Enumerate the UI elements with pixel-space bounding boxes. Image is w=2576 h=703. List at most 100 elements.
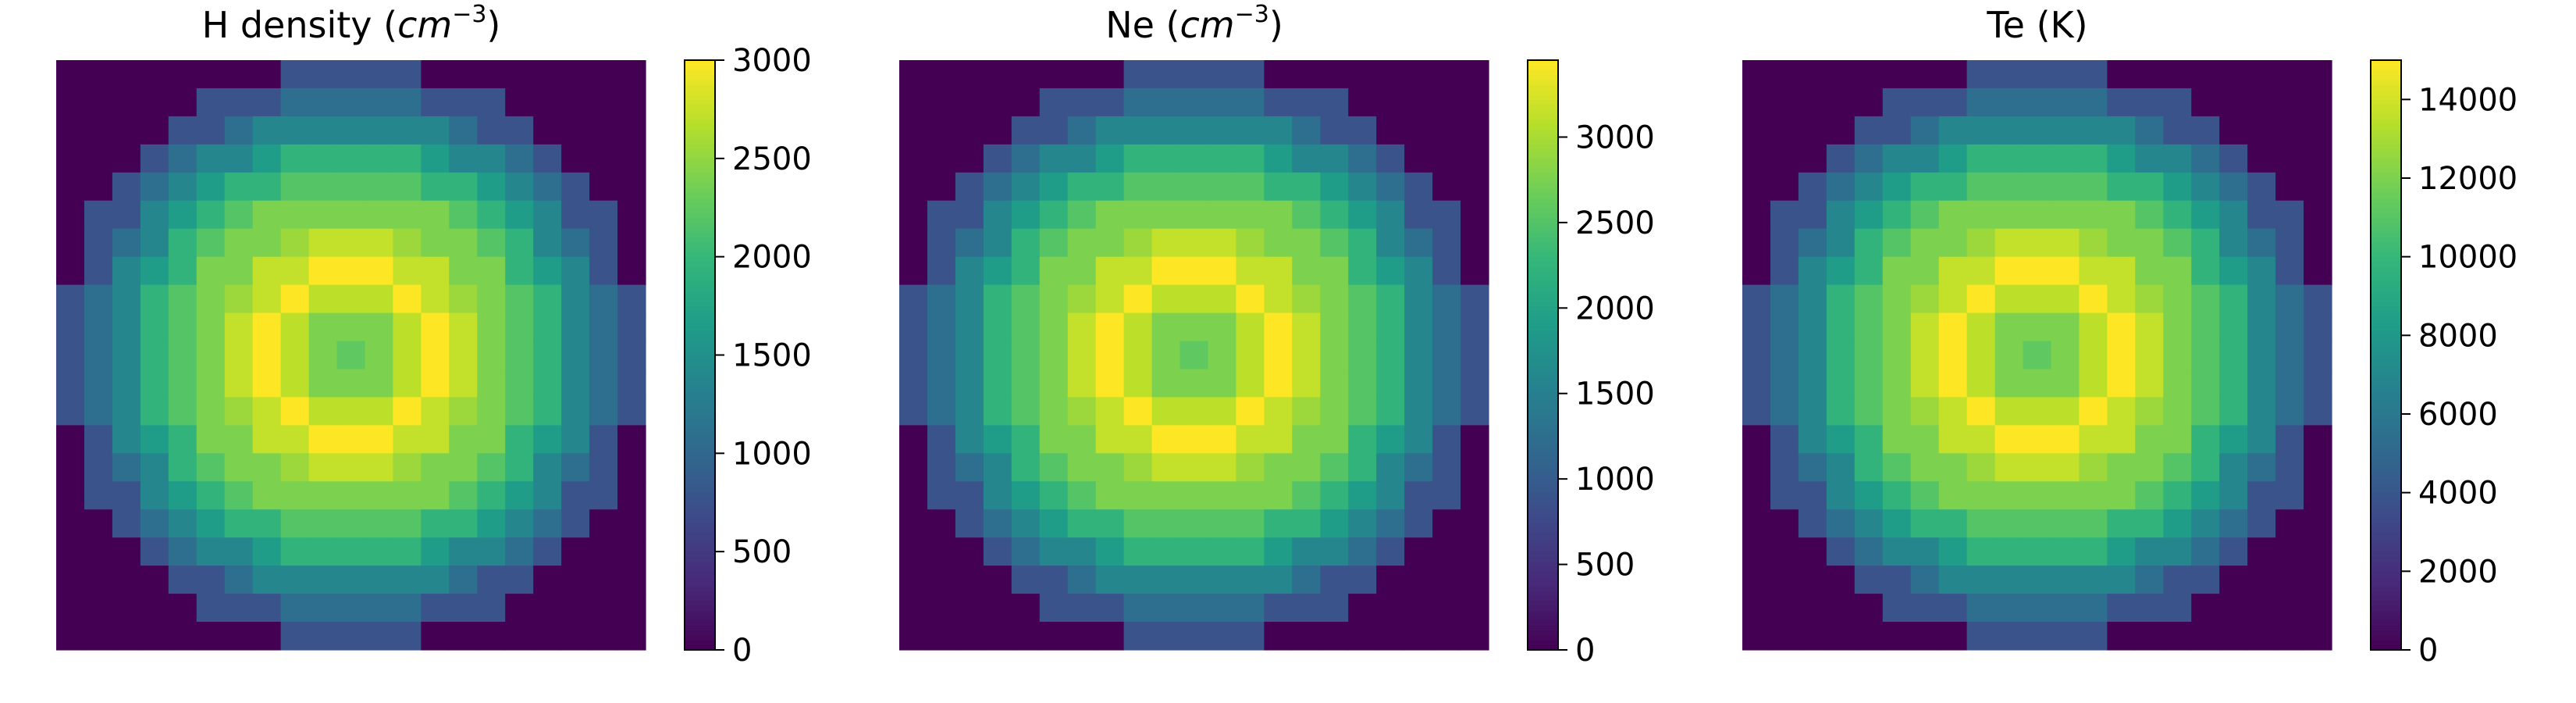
heatmap-cell (927, 228, 956, 258)
heatmap-cell (1179, 200, 1209, 230)
colorbar-segment (685, 526, 715, 533)
colorbar-segment (2371, 89, 2401, 95)
heatmap-cell (336, 397, 366, 426)
heatmap-cell (1292, 87, 1321, 117)
heatmap-cell (421, 284, 450, 314)
heatmap-cell (1854, 566, 1884, 594)
colorbar-segment (2371, 232, 2401, 238)
heatmap-cell (477, 425, 506, 454)
heatmap-cell (1151, 397, 1181, 426)
heatmap-cell (1264, 397, 1293, 426)
heatmap-cell (1320, 60, 1349, 89)
heatmap-cell (56, 87, 85, 117)
colorbar-segment (2371, 222, 2401, 228)
colorbar-tick-label: 4000 (2418, 476, 2498, 512)
colorbar-segment (1528, 187, 1558, 194)
colorbar-segment (1528, 526, 1558, 533)
heatmap-cell (168, 284, 197, 314)
heatmap-cell (589, 425, 618, 454)
heatmap-cell (252, 369, 282, 398)
heatmap-cell (112, 87, 141, 117)
heatmap-cell (280, 87, 310, 117)
heatmap-cell (1292, 397, 1321, 426)
heatmap-cell (955, 312, 984, 342)
heatmap-cell (336, 116, 366, 145)
heatmap-cell (477, 116, 506, 145)
heatmap-cell (224, 312, 254, 342)
heatmap-cell (1151, 87, 1181, 117)
heatmap-cell (196, 60, 226, 89)
heatmap-cell (1067, 341, 1097, 370)
heatmap-cell (280, 341, 310, 370)
heatmap-cell (1432, 87, 1461, 117)
heatmap-cell (84, 537, 113, 566)
heatmap-cell (1376, 228, 1405, 258)
heatmap-cell (533, 228, 562, 258)
heatmap-cell (336, 312, 366, 342)
heatmap-cell (336, 341, 366, 370)
heatmap-cell (449, 256, 478, 286)
heatmap-cell (449, 228, 478, 258)
heatmap-cell (2219, 312, 2248, 342)
heatmap-cell (1208, 284, 1237, 314)
heatmap-cell (1461, 369, 1489, 398)
heatmap-cell (1236, 509, 1265, 538)
heatmap-cell (84, 397, 113, 426)
heatmap-cell (2304, 397, 2332, 426)
heatmap-cell (2023, 116, 2052, 145)
heatmap-cell (983, 172, 1012, 202)
heatmap-cell (84, 256, 113, 286)
colorbar-segment (1528, 80, 1558, 86)
colorbar-segment (685, 168, 715, 174)
colorbar-segment (685, 237, 715, 243)
heatmap-cell (2163, 566, 2192, 594)
heatmap-cell (2079, 116, 2108, 145)
heatmap-cell (927, 256, 956, 286)
colorbar-segment (685, 202, 715, 209)
heatmap-cell (365, 594, 394, 623)
heatmap-cell (589, 172, 618, 202)
colorbar-segment (685, 576, 715, 582)
colorbar-tick-label: 0 (732, 633, 752, 669)
heatmap-cell (1798, 284, 1827, 314)
heatmap-cell (1376, 481, 1405, 510)
colorbar-segment (2371, 109, 2401, 115)
heatmap-cell (393, 87, 422, 117)
heatmap-cell (252, 87, 282, 117)
heatmap-cell (1236, 397, 1265, 426)
heatmap-cell (252, 256, 282, 286)
heatmap-cell (1208, 341, 1237, 370)
heatmap-cell (140, 200, 169, 230)
heatmap-cell (2304, 369, 2332, 398)
colorbar-segment (2371, 448, 2401, 454)
heatmap-cell (2163, 256, 2192, 286)
heatmap-cell (1039, 481, 1069, 510)
colorbar-segment (2371, 483, 2401, 488)
colorbar-segment (2371, 473, 2401, 479)
colorbar-segment (685, 507, 715, 513)
heatmap-cell (449, 172, 478, 202)
heatmap-cell (955, 341, 984, 370)
heatmap-cell (140, 87, 169, 117)
heatmap-cell (477, 87, 506, 117)
heatmap-cell (168, 256, 197, 286)
heatmap-cell (1236, 481, 1265, 510)
heatmap-cell (2275, 172, 2304, 202)
heatmap-cell (1910, 341, 1940, 370)
heatmap-cell (1882, 397, 1912, 426)
heatmap-cell (1798, 228, 1827, 258)
heatmap-cell (1348, 566, 1377, 594)
heatmap-cell (1938, 116, 1968, 145)
heatmap-cell (252, 594, 282, 623)
colorbar-segment (685, 247, 715, 252)
heatmap-cell (2219, 341, 2248, 370)
heatmap-cell (533, 509, 562, 538)
heatmap-cell (1994, 622, 2024, 651)
colorbar-segment (2371, 296, 2401, 302)
colorbar-segment (1528, 271, 1558, 277)
heatmap-cell (365, 566, 394, 594)
heatmap-cell (2247, 256, 2276, 286)
heatmap-cell (84, 228, 113, 258)
heatmap-cell (1461, 284, 1489, 314)
heatmap-cell (1123, 566, 1153, 594)
